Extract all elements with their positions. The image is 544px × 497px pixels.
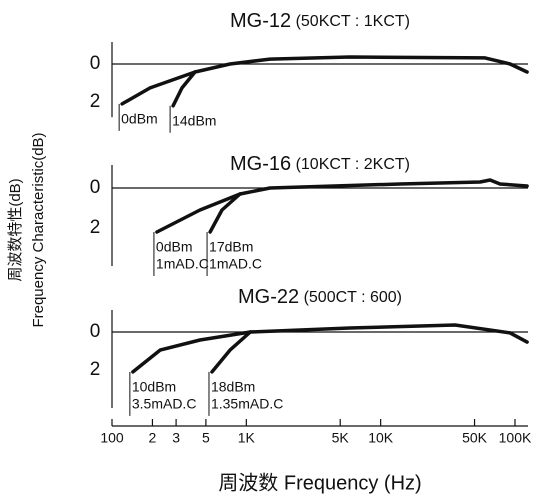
y-tick-label: 2	[90, 91, 101, 112]
x-tick-label: 1K	[238, 430, 256, 446]
panel-ratio: (50KCT : 1KCT)	[296, 13, 410, 30]
y-tick-label: 0	[90, 177, 101, 198]
curve	[155, 178, 529, 234]
curve-note: 1mAD.C	[156, 256, 209, 272]
x-tick-label: 50K	[462, 430, 488, 446]
x-tick-label: 100K	[499, 430, 532, 446]
y-tick-label: 2	[90, 359, 101, 380]
x-axis-label: 周波数 Frequency (Hz)	[218, 471, 421, 494]
curve-label: 0dBm	[156, 239, 193, 255]
curve-note: 1mAD.C	[209, 256, 262, 272]
curve-label: 18dBm	[211, 379, 255, 395]
panel-ratio: (500CT : 600)	[304, 289, 402, 306]
panel-model: MG-16	[230, 153, 291, 175]
x-tick-label: 2	[149, 430, 157, 446]
y-tick-label: 0	[90, 321, 101, 342]
curve	[131, 323, 529, 374]
curve	[120, 55, 529, 106]
curve-note: 1.35mAD.C	[211, 396, 283, 412]
panel-model: MG-12	[230, 10, 291, 32]
curve	[210, 330, 253, 374]
curve-label: 14dBm	[172, 113, 216, 129]
curve-label: 17dBm	[209, 239, 253, 255]
panel-title: MG-12 (50KCT : 1KCT)	[230, 10, 410, 32]
x-tick-label: 100	[100, 430, 124, 446]
curve	[171, 70, 197, 108]
curve-note: 3.5mAD.C	[132, 396, 197, 412]
curve-label: 0dBm	[121, 111, 158, 127]
x-tick-label: 5	[202, 430, 210, 446]
curve-label: 10dBm	[132, 379, 176, 395]
curve	[208, 192, 242, 234]
panel-ratio: (10KCT : 2KCT)	[296, 156, 410, 173]
x-tick-label: 10K	[368, 430, 394, 446]
panel-title: MG-22 (500CT : 600)	[238, 286, 402, 308]
panel-title: MG-16 (10KCT : 2KCT)	[230, 153, 410, 175]
y-axis-label: Frequency Characteristic(dB)	[30, 132, 47, 327]
x-tick-label: 3	[172, 430, 180, 446]
x-tick-label: 5K	[332, 430, 350, 446]
y-axis-label: 周波数特性(dB)	[7, 178, 24, 281]
panel-model: MG-22	[238, 286, 299, 308]
y-tick-label: 2	[90, 217, 101, 238]
y-tick-label: 0	[90, 53, 101, 74]
